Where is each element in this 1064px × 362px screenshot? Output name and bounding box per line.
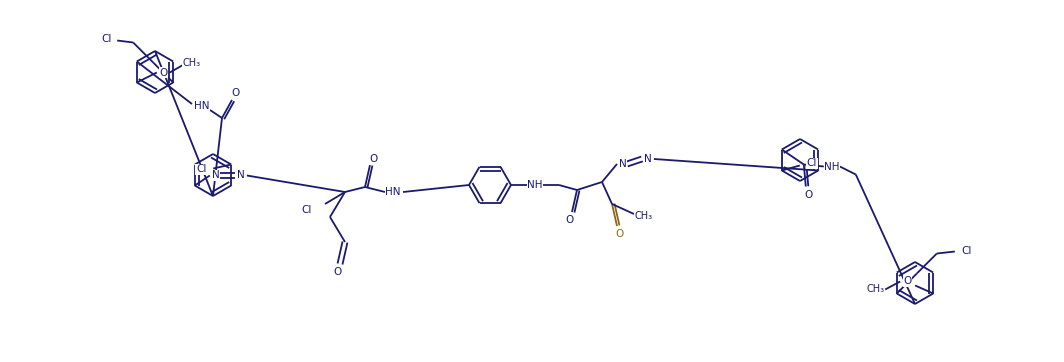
Text: O: O xyxy=(616,229,625,239)
Text: N: N xyxy=(212,171,219,181)
Text: O: O xyxy=(369,154,377,164)
Text: O: O xyxy=(231,88,239,98)
Text: Cl: Cl xyxy=(302,205,312,215)
Text: CH₃: CH₃ xyxy=(635,211,653,221)
Text: Cl: Cl xyxy=(196,164,206,174)
Text: Cl: Cl xyxy=(101,34,112,45)
Text: NH: NH xyxy=(528,180,543,190)
Text: Cl: Cl xyxy=(962,245,972,256)
Text: N: N xyxy=(619,159,627,169)
Text: NH: NH xyxy=(824,161,839,172)
Text: HN: HN xyxy=(385,187,401,197)
Text: N: N xyxy=(237,171,245,181)
Text: NH: NH xyxy=(385,187,401,197)
Text: O: O xyxy=(903,277,911,286)
Text: Cl: Cl xyxy=(807,159,817,168)
Text: O: O xyxy=(333,267,342,277)
Text: O: O xyxy=(160,67,168,77)
Text: O: O xyxy=(804,189,813,199)
Text: HN: HN xyxy=(195,101,210,111)
Text: N: N xyxy=(644,154,652,164)
Text: O: O xyxy=(565,215,573,225)
Text: CH₃: CH₃ xyxy=(183,58,201,67)
Text: CH₃: CH₃ xyxy=(866,283,884,294)
